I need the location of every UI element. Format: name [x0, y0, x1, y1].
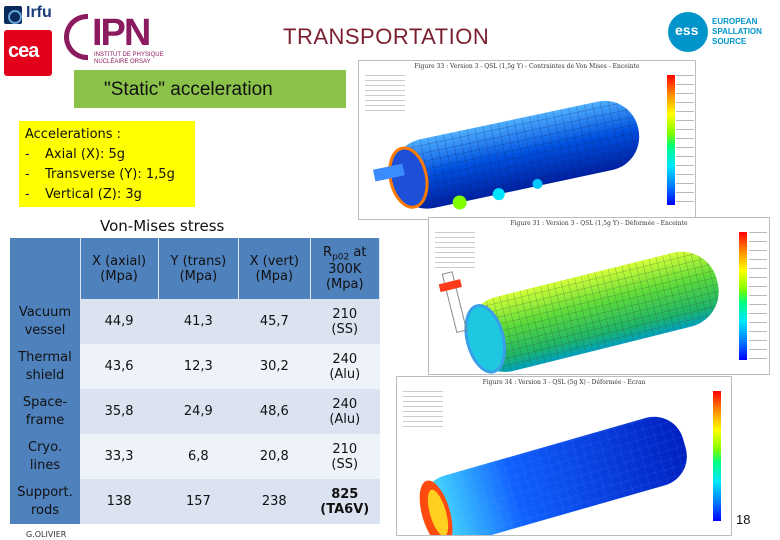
figure-caption: Figure 33 : Version 3 - QSL (1,5g Y) - C…: [414, 63, 640, 70]
ess-word-3: SOURCE: [712, 37, 747, 46]
ipn-swirl-icon: [64, 14, 88, 60]
page-title: TRANSPORTATION: [283, 24, 490, 49]
cell-y: 12,3: [158, 344, 239, 389]
cell-rp: 240 (Alu): [310, 344, 380, 389]
page-number: 18: [736, 512, 751, 527]
figure-caption: Figure 31 : Version 3 - QSL (1,5g Y) - D…: [510, 220, 688, 227]
cell-y: 41,3: [158, 299, 239, 344]
acceleration-item: - Axial (X): 5g: [25, 147, 125, 162]
ess-word-1: EUROPEAN: [712, 17, 758, 26]
cell-y: 157: [158, 479, 239, 524]
ess-wordmark: EUROPEAN SPALLATION SOURCE: [712, 17, 762, 47]
acceleration-item: - Transverse (Y): 1,5g: [25, 167, 175, 182]
header-x-axial: X (axial) (Mpa): [80, 238, 159, 299]
ess-logo: ess EUROPEAN SPALLATION SOURCE: [668, 12, 778, 56]
ess-mark-text: ess: [675, 22, 699, 38]
author-footer: G.OLIVIER: [26, 530, 67, 539]
figure-caption: Figure 34 : Version 3 - QSL (5g X) - Déf…: [482, 379, 646, 386]
acceleration-item: - Vertical (Z): 3g: [25, 187, 142, 202]
cell-x: 44,9: [80, 299, 159, 344]
table-row: Vacuum vessel 44,9 41,3 45,7 210 (SS): [10, 299, 380, 344]
cell-rp: 210 (SS): [310, 434, 380, 479]
table-caption: Von-Mises stress: [100, 217, 225, 235]
figure-info-block: [403, 391, 443, 427]
table-row: Cryo. lines 33,3 6,8 20,8 210 (SS): [10, 434, 380, 479]
header-rp02: Rp02 at 300K (Mpa): [310, 238, 381, 299]
figure-von-mises-vessel: Figure 33 : Version 3 - QSL (1,5g Y) - C…: [358, 60, 696, 220]
cell-z: 30,2: [238, 344, 311, 389]
figure-info-block: [365, 75, 405, 111]
irfu-logo-text: Irfu: [26, 4, 52, 21]
cell-x: 35,8: [80, 389, 159, 434]
table-row: Space-frame 35,8 24,9 48,6 240 (Alu): [10, 389, 380, 434]
cell-z: 45,7: [238, 299, 311, 344]
ipn-logo-text: IPN: [92, 12, 151, 54]
color-scale-legend: [713, 391, 721, 521]
vessel-deformation-plot: [438, 251, 719, 374]
cell-x: 33,3: [80, 434, 159, 479]
static-acceleration-banner: "Static" acceleration: [74, 70, 346, 108]
color-scale-values: [676, 75, 694, 205]
cea-logo: cea: [4, 30, 52, 76]
vessel-stress-plot: [372, 100, 640, 210]
table-row: Support. rods 138 157 238 825 (TA6V): [10, 479, 380, 524]
cell-x: 43,6: [80, 344, 159, 389]
figure-deformed-screen: Figure 34 : Version 3 - QSL (5g X) - Déf…: [396, 376, 732, 536]
row-label: Vacuum vessel: [10, 299, 80, 344]
cell-z: 48,6: [238, 389, 311, 434]
color-scale-values: [749, 232, 767, 360]
figure-deformed-vessel: Figure 31 : Version 3 - QSL (1,5g Y) - D…: [428, 217, 770, 375]
table-row: Thermal shield 43,6 12,3 30,2 240 (Alu): [10, 344, 380, 389]
figure-info-block: [435, 232, 475, 268]
accelerations-box: Accelerations : - Axial (X): 5g - Transver…: [19, 121, 195, 207]
cell-rp: 825 (TA6V): [310, 479, 380, 524]
header-x-vert: X (vert) (Mpa): [238, 238, 311, 299]
screen-deformation-plot: [419, 416, 687, 535]
cell-x: 138: [80, 479, 159, 524]
row-label: Thermal shield: [10, 344, 80, 389]
table-header-row: X (axial) (Mpa) Y (trans) (Mpa) X (vert) (M…: [10, 238, 381, 299]
cell-z: 20,8: [238, 434, 311, 479]
cell-z: 238: [238, 479, 311, 524]
row-label: Support. rods: [10, 479, 80, 524]
ipn-logo: IPN INSTITUT DE PHYSIQUE NUCLÉAIRE ORSAY: [62, 8, 172, 68]
header-y-trans: Y (trans) (Mpa): [158, 238, 240, 299]
table-corner-cell: [10, 238, 81, 299]
von-mises-stress-table: X (axial) (Mpa) Y (trans) (Mpa) X (vert) (M…: [10, 238, 381, 524]
row-label: Space-frame: [10, 389, 80, 434]
banner-text: "Static" acceleration: [104, 79, 273, 100]
irfu-mark-icon: [4, 6, 22, 24]
color-scale-legend: [667, 75, 675, 205]
cell-rp: 210 (SS): [310, 299, 380, 344]
ess-word-2: SPALLATION: [712, 27, 762, 36]
irfu-logo: Irfu: [4, 4, 62, 26]
cell-y: 6,8: [158, 434, 239, 479]
cea-logo-text: cea: [8, 40, 39, 62]
row-label: Cryo. lines: [10, 434, 80, 479]
ipn-logo-subtext: INSTITUT DE PHYSIQUE NUCLÉAIRE ORSAY: [94, 52, 164, 65]
cell-y: 24,9: [158, 389, 239, 434]
ess-circle-icon: ess: [668, 12, 708, 52]
color-scale-legend: [739, 232, 747, 360]
cell-rp: 240 (Alu): [310, 389, 380, 434]
accelerations-heading: Accelerations :: [25, 127, 122, 142]
